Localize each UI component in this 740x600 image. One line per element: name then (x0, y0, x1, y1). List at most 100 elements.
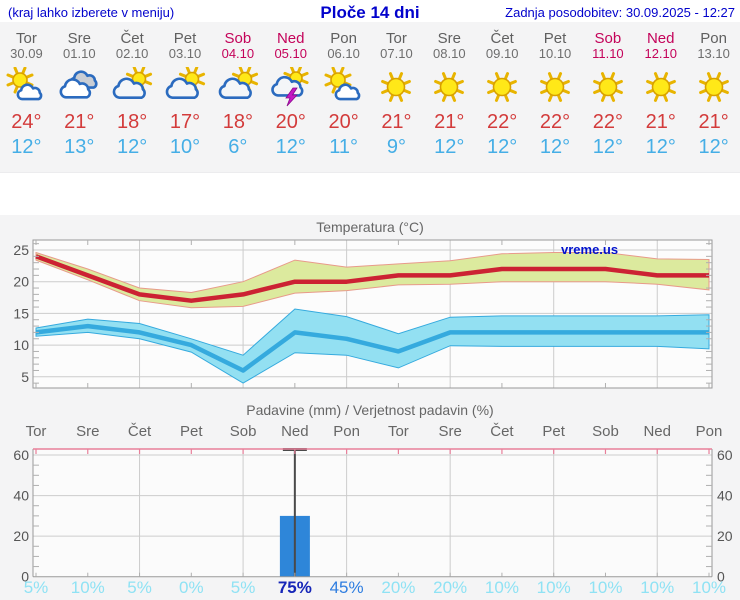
vreme-us-watermark-link[interactable]: vreme.us (561, 242, 619, 257)
day-low-temp: 12° (11, 136, 42, 158)
day-column: Sob 11.10 22° 12° (581, 22, 634, 172)
svg-text:0: 0 (21, 569, 29, 585)
precip-probability: 45% (329, 578, 364, 597)
day-high-temp: 18° (222, 111, 253, 133)
day-low-temp: 12° (117, 136, 148, 158)
precip-day-label: Pet (542, 423, 565, 440)
day-low-temp: 6° (228, 136, 248, 158)
sunny-icon (687, 67, 740, 109)
precip-probability: 5% (23, 578, 49, 597)
precip-day-label: Sob (229, 423, 257, 440)
precip-probability: 10% (588, 578, 623, 597)
svg-text:40: 40 (13, 488, 29, 504)
day-low-temp: 10° (169, 136, 201, 158)
day-date: 09.10 (485, 46, 519, 61)
day-column: Tor 07.10 21° 9° (370, 22, 423, 172)
last-updated: Zadnja posodobitev: 30.09.2025 - 12:27 (505, 5, 735, 20)
precip-day-label: Sob (592, 423, 619, 440)
day-column: Pon 13.10 21° 12° (687, 22, 740, 172)
day-date: 10.10 (538, 46, 572, 61)
precip-day-label: Ned (281, 423, 309, 440)
sunny-icon (370, 67, 423, 109)
sun-cloud-icon (0, 66, 53, 109)
svg-text:10: 10 (13, 337, 29, 353)
day-name: Ned (276, 30, 305, 47)
day-high-temp: 21° (434, 111, 465, 133)
day-name: Sre (437, 30, 461, 47)
day-high-temp: 17° (169, 111, 201, 133)
svg-text:60: 60 (13, 447, 29, 463)
precip-probability: 10% (640, 578, 675, 597)
day-low-temp: 12° (592, 136, 623, 158)
day-name: Pet (543, 30, 567, 47)
precip-probability: 20% (381, 578, 416, 597)
precip-probability: 10% (484, 578, 519, 597)
day-date: 11.10 (592, 46, 624, 61)
day-high-temp: 20° (328, 111, 359, 133)
day-low-temp: 12° (645, 136, 676, 158)
precip-probability: 20% (433, 578, 468, 597)
day-name: Pon (700, 30, 727, 47)
day-name: Ned (646, 30, 675, 47)
day-high-temp: 22° (539, 111, 571, 133)
sunny-icon (581, 67, 634, 109)
day-low-temp: 11° (329, 136, 358, 158)
day-low-temp: 12° (434, 136, 465, 158)
day-name: Pon (330, 30, 357, 47)
precip-probability: 10% (536, 578, 571, 597)
day-high-temp: 21° (645, 111, 676, 133)
forecast-strip: Tor 30.09 24° 12° Sre 01.10 21° 13° Čet 02.10 18° 1… (0, 22, 740, 173)
cloud-sun-icon (211, 65, 264, 109)
page-title: Ploče 14 dni (320, 3, 420, 22)
day-name: Sre (67, 30, 91, 47)
day-name: Tor (386, 30, 407, 47)
day-high-temp: 18° (117, 111, 148, 133)
day-high-temp: 21° (64, 111, 95, 133)
precip-day-label: Tor (25, 423, 47, 440)
day-column: Tor 30.09 24° 12° (0, 22, 53, 172)
day-name: Pet (173, 30, 197, 47)
svg-text:20: 20 (717, 528, 733, 544)
precip-day-label: Pon (695, 423, 723, 440)
cloud-sun-icon (159, 65, 212, 109)
sunny-icon (476, 67, 529, 109)
day-name: Sob (224, 30, 252, 47)
day-low-temp: 12° (539, 136, 571, 158)
day-high-temp: 21° (698, 111, 729, 133)
precip-probability: 10% (691, 578, 727, 597)
day-date: 12.10 (644, 46, 678, 61)
day-column: Ned 05.10 20° 12° (264, 22, 317, 172)
day-date: 01.10 (63, 46, 96, 61)
day-column: Sre 01.10 21° 13° (53, 22, 106, 172)
precip-probability: 5% (230, 578, 256, 597)
day-name: Čet (120, 30, 144, 47)
day-date: 04.10 (221, 46, 255, 61)
cloud-sun-icon (106, 65, 159, 109)
day-date: 13.10 (697, 46, 730, 61)
svg-text:20: 20 (13, 274, 29, 290)
day-column: Pon 06.10 20° 11° (317, 22, 370, 172)
day-high-temp: 21° (381, 111, 412, 133)
precip-probability: 0% (179, 578, 204, 597)
svg-text:15: 15 (13, 305, 29, 321)
svg-text:60: 60 (717, 447, 733, 463)
precip-day-label: Sre (438, 423, 462, 440)
day-low-temp: 13° (64, 136, 95, 158)
storm-icon (264, 65, 317, 109)
svg-text:20: 20 (13, 528, 29, 544)
precip-probability: 5% (127, 578, 152, 597)
precip-day-label: Čet (490, 423, 514, 440)
day-name: Tor (16, 30, 37, 47)
precip-day-label: Čet (127, 423, 152, 440)
day-low-temp: 12° (275, 136, 306, 158)
temperature-chart: 5 10 15 20 25 (13, 239, 713, 389)
day-date: 03.10 (168, 46, 202, 61)
day-column: Čet 09.10 22° 12° (476, 22, 529, 172)
day-column: Sre 08.10 21° 12° (423, 22, 476, 172)
precip-probability: 75% (277, 578, 312, 597)
day-column: Pet 03.10 17° 10° (159, 22, 212, 172)
day-high-temp: 20° (275, 111, 306, 133)
temperature-chart-title: Temperatura (°C) (316, 219, 424, 235)
day-column: Pet 10.10 22° 12° (529, 22, 582, 172)
day-column: Sob 04.10 18° 6° (211, 22, 264, 172)
